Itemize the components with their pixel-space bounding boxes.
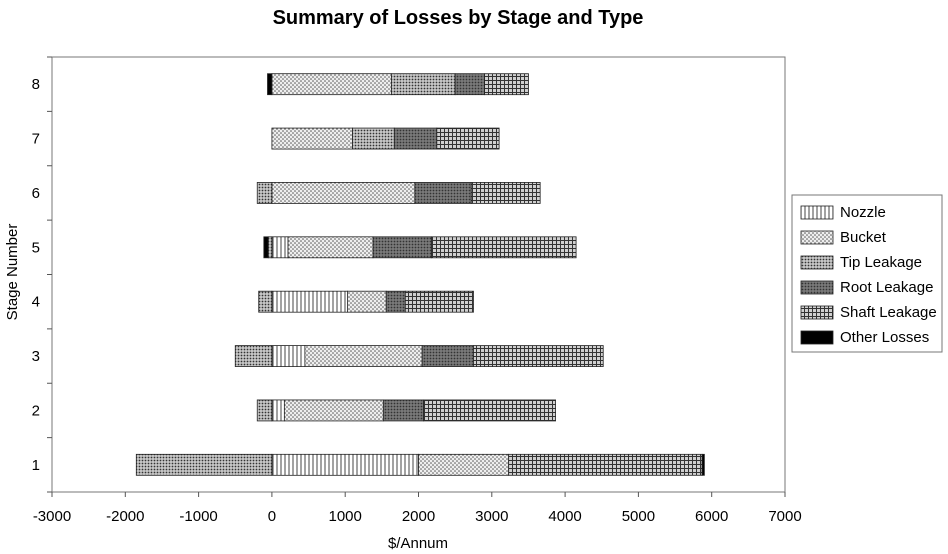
bar-segment — [256, 182, 273, 204]
y-tick-label: 3 — [32, 348, 40, 365]
x-tick-label: -3000 — [33, 508, 71, 525]
bar-segment — [701, 453, 705, 476]
legend-label: Tip Leakage — [840, 254, 922, 271]
y-tick-label: 8 — [32, 76, 40, 93]
legend-label: Shaft Leakage — [840, 304, 937, 321]
bar-segment — [267, 236, 273, 259]
bar-segment — [423, 399, 556, 422]
bar-segment — [283, 399, 384, 422]
x-tick-label: 3000 — [475, 508, 508, 525]
y-tick-label: 7 — [32, 131, 40, 148]
legend-swatch — [800, 205, 834, 220]
legend-box — [791, 194, 943, 353]
bar-segment — [414, 182, 472, 204]
x-tick-label: 0 — [268, 508, 276, 525]
bar-segment — [271, 399, 285, 422]
bar-segment — [287, 236, 374, 259]
bars-layer — [135, 73, 705, 476]
bar-segment — [436, 127, 500, 150]
bar-segment — [385, 290, 406, 313]
y-tick-label: 4 — [32, 294, 40, 311]
x-axis: -3000 -2000 -1000 0 1000 2000 3000 4000 5000 6000… — [33, 492, 802, 525]
legend-label: Bucket — [840, 229, 887, 246]
bar-segment — [271, 73, 392, 96]
bar-segment — [382, 399, 425, 422]
chart-title: Summary of Losses by Stage and Type — [273, 7, 644, 29]
x-tick-label: -1000 — [179, 508, 217, 525]
legend-swatch — [800, 330, 834, 345]
bar-segment — [267, 73, 273, 96]
x-axis-label: $/Annum — [388, 535, 448, 552]
bar-segment — [234, 345, 273, 367]
bar-segment — [473, 345, 604, 367]
bar-segment — [304, 345, 423, 367]
x-tick-label: 4000 — [548, 508, 581, 525]
y-tick-label: 6 — [32, 185, 40, 202]
bar-segment — [393, 127, 438, 150]
x-tick-label: 5000 — [622, 508, 655, 525]
legend-items: Nozzle Bucket Tip Leakage Root Leakage Shaft… — [800, 204, 937, 346]
bar-segment — [484, 73, 529, 96]
y-tick-label: 2 — [32, 402, 40, 419]
bar-segment — [271, 182, 416, 204]
legend-label: Other Losses — [840, 329, 929, 346]
bar-segment — [271, 236, 289, 259]
bar-segment — [390, 73, 456, 96]
legend-label: Nozzle — [840, 204, 886, 221]
legend-swatch — [800, 305, 834, 320]
bar-segment — [421, 345, 474, 367]
bar-segment — [508, 453, 703, 476]
bar-segment — [454, 73, 485, 96]
bar-segment — [135, 453, 273, 476]
bar-segment — [418, 453, 510, 476]
legend-label: Root Leakage — [840, 279, 933, 296]
bar-segment — [470, 182, 541, 204]
bar-segment — [258, 290, 273, 313]
x-tick-label: 2000 — [402, 508, 435, 525]
bar-segment — [271, 345, 306, 367]
bar-segment — [271, 290, 348, 313]
bar-segment — [271, 127, 353, 150]
y-axis-label: Stage Number — [4, 224, 21, 321]
legend-swatch — [800, 280, 834, 295]
bar-segment — [431, 236, 577, 259]
legend: Nozzle Bucket Tip Leakage Root Leakage Shaft… — [791, 194, 943, 353]
y-tick-label: 1 — [32, 457, 40, 474]
legend-swatch — [800, 255, 834, 270]
plot-area — [51, 56, 786, 493]
bar-segment — [404, 290, 474, 313]
x-tick-label: 7000 — [768, 508, 801, 525]
x-tick-label: -2000 — [106, 508, 144, 525]
y-axis: 1 2 3 4 5 6 7 8 — [32, 56, 52, 493]
bar-segment — [346, 290, 387, 313]
y-tick-label: 5 — [32, 239, 40, 256]
bar-segment — [263, 236, 269, 259]
bar-segment — [372, 236, 433, 259]
x-tick-label: 6000 — [695, 508, 728, 525]
bar-segment — [256, 399, 273, 422]
x-tick-label: 1000 — [329, 508, 362, 525]
legend-swatch — [800, 230, 834, 245]
bar-segment — [271, 453, 419, 476]
bar-segment — [352, 127, 395, 150]
